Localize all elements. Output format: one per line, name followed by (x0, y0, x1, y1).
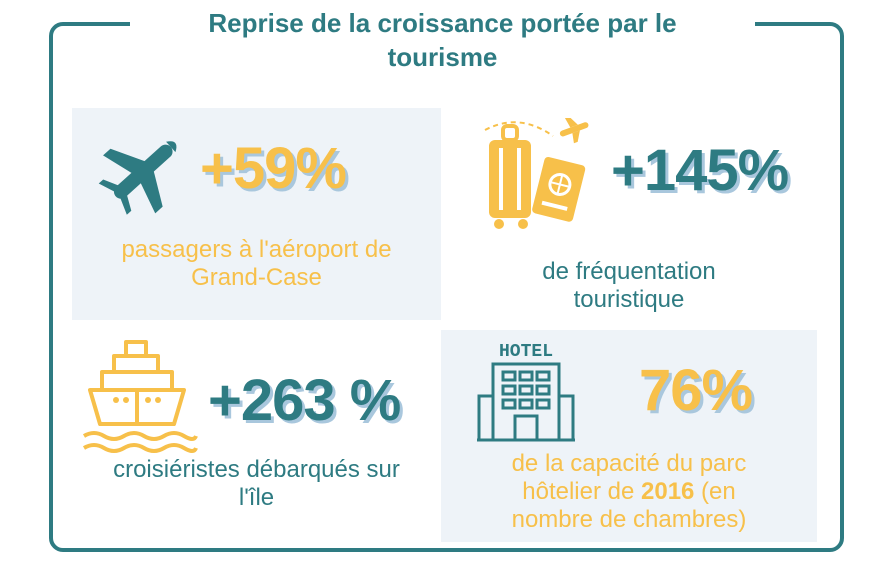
cruise-ship-icon (82, 340, 198, 453)
stat-tourism-value: +145% (611, 138, 789, 203)
desc-cruise: croisiéristes débarqués sur l'île (72, 456, 441, 512)
desc-cruise-line-2: l'île (238, 484, 275, 511)
hotel-icon: HOTEL (477, 342, 575, 442)
desc-hotel-line-2: hôtelier de 2016 (en (441, 478, 817, 506)
desc-tourism-line-2: touristique (573, 286, 685, 313)
stat-airport-value: +59% (200, 136, 347, 201)
desc-tourism-line-1: de fréquentation (542, 258, 716, 285)
card-hotel: HOTEL 76% de la capacité du parc hôtelie… (441, 330, 817, 542)
hotel-icon-label: HOTEL (499, 342, 553, 362)
stat-cruise-value: +263 % (208, 368, 401, 433)
desc-hotel-year: 2016 (641, 478, 695, 505)
card-airport: +59% passagers à l'aéroport de Grand-Cas… (72, 108, 441, 320)
desc-hotel-line-2b: (en (694, 478, 736, 505)
desc-airport-line-2: Grand-Case (191, 264, 322, 291)
airplane-icon (98, 141, 177, 215)
desc-airport: passagers à l'aéroport de Grand-Case (72, 236, 441, 292)
desc-cruise-line-1: croisiéristes débarqués sur (113, 456, 400, 483)
desc-hotel-line-3: nombre de chambres) (511, 506, 747, 533)
page-title: Reprise de la croissance portée par le t… (130, 6, 755, 74)
title-line-2: tourisme (387, 42, 498, 72)
luggage-passport-icon (484, 118, 589, 229)
desc-hotel: de la capacité du parc hôtelier de 2016 … (441, 450, 817, 534)
desc-airport-line-1: passagers à l'aéroport de (121, 236, 392, 263)
card-cruise: +263 % croisiéristes débarqués sur l'île (72, 330, 441, 542)
card-tourism: +145% de fréquentation touristique (441, 108, 817, 320)
desc-tourism: de fréquentation touristique (441, 258, 817, 314)
title-line-1: Reprise de la croissance portée par le (208, 8, 677, 38)
desc-hotel-line-2a: hôtelier de (522, 478, 641, 505)
stat-hotel-value: 76% (639, 358, 753, 423)
desc-hotel-line-1: de la capacité du parc (511, 450, 747, 477)
